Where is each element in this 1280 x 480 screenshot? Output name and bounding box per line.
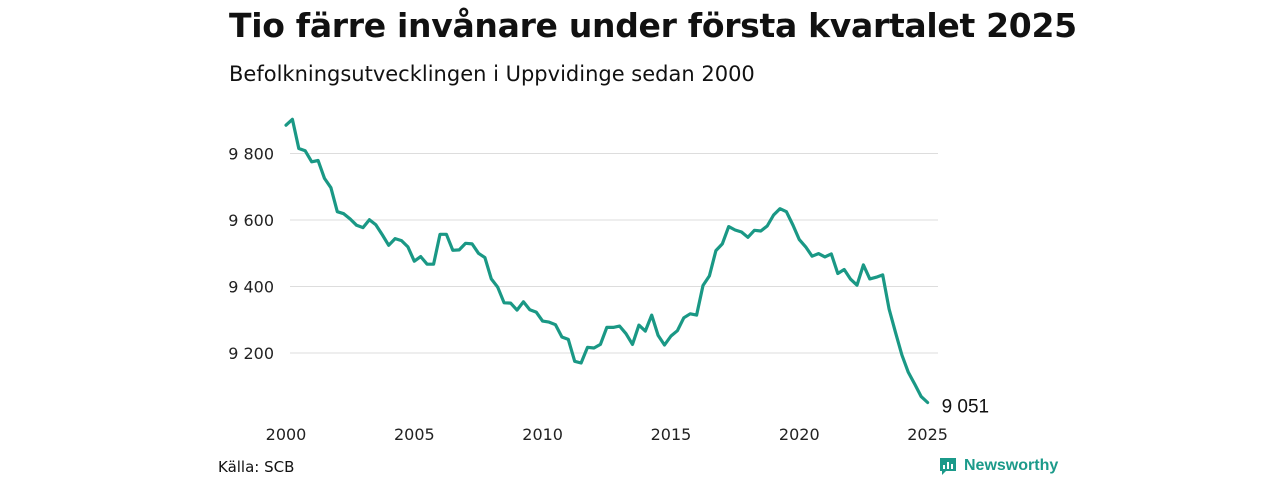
x-tick-label: 2020 bbox=[779, 425, 820, 444]
x-tick-label: 2025 bbox=[907, 425, 948, 444]
newsworthy-logo-icon bbox=[940, 458, 956, 475]
series-line bbox=[284, 117, 930, 405]
y-tick-label: 9 400 bbox=[228, 278, 274, 297]
x-tick-label: 2010 bbox=[522, 425, 563, 444]
brand-name: Newsworthy bbox=[964, 457, 1059, 474]
chart-title: Tio färre invånare under första kvartale… bbox=[229, 6, 1077, 45]
y-tick-label: 9 200 bbox=[228, 344, 274, 363]
x-tick-label: 2000 bbox=[266, 425, 307, 444]
source-label: Källa: SCB bbox=[218, 458, 295, 476]
y-tick-label: 9 600 bbox=[228, 211, 274, 230]
end-value-label: 9 051 bbox=[942, 397, 990, 418]
y-tick-label: 9 800 bbox=[228, 145, 274, 164]
brand-logo[interactable]: Newsworthy bbox=[938, 456, 1058, 476]
line-chart: 9 200 9 400 9 600 9 800 2000 2005 2010 2015 2020… bbox=[228, 117, 990, 444]
x-tick-label: 2015 bbox=[651, 425, 692, 444]
x-tick-label: 2005 bbox=[394, 425, 435, 444]
chart-subtitle: Befolkningsutvecklingen i Uppvidinge sed… bbox=[229, 62, 755, 86]
